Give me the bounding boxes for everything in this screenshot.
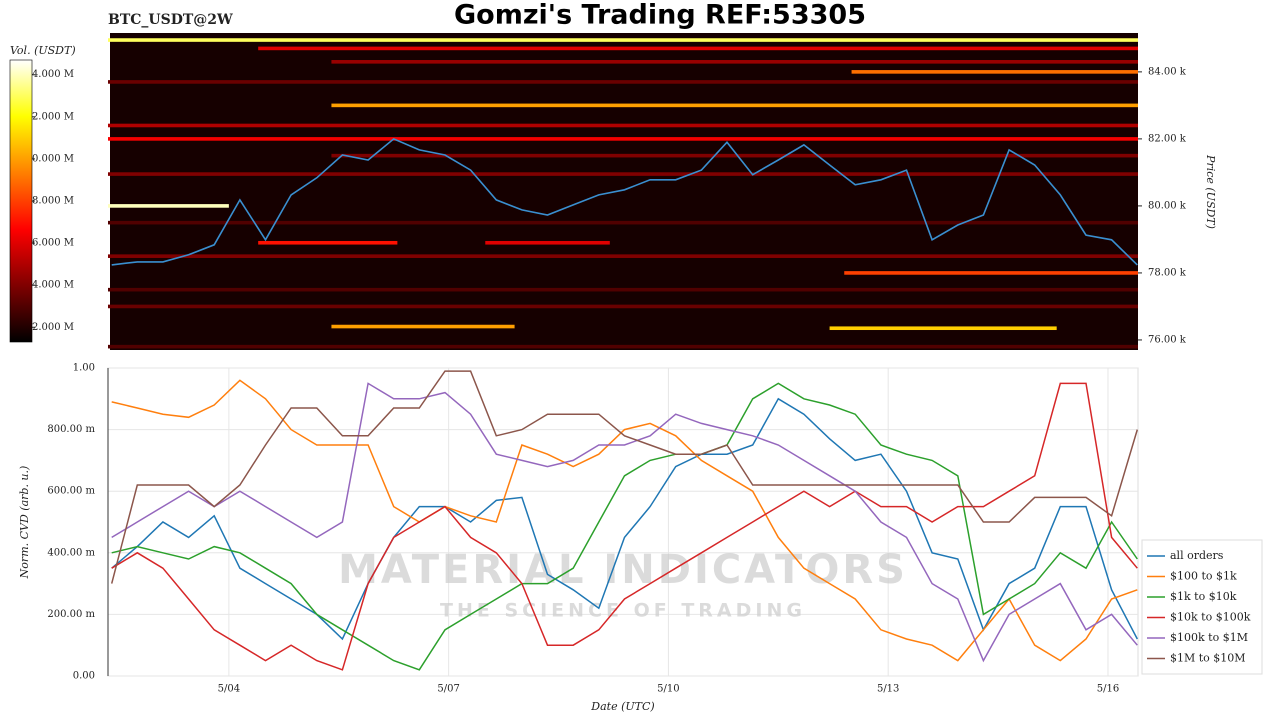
y-tick-label: 1.00 xyxy=(73,363,95,374)
volume-level xyxy=(331,60,1138,64)
volume-level xyxy=(829,326,1057,331)
volume-level xyxy=(108,220,1138,225)
colorbar-tick-label: 12.000 M xyxy=(26,111,74,122)
volume-level xyxy=(844,271,1138,275)
legend-label: $100 to $1k xyxy=(1170,570,1237,583)
x-tick-label: 5/04 xyxy=(218,684,240,695)
volume-level xyxy=(108,304,1138,309)
instrument-label: BTC_USDT@2W xyxy=(108,12,233,28)
volume-level xyxy=(108,38,1138,42)
x-tick-label: 5/16 xyxy=(1097,684,1119,695)
y-tick-label: 200.00 m xyxy=(47,609,95,620)
x-axis-label: Date (UTC) xyxy=(590,700,654,713)
volume-level xyxy=(108,123,1138,128)
line xyxy=(111,382,1138,671)
volume-level xyxy=(258,46,1138,51)
y-tick-label: 78.00 k xyxy=(1148,267,1187,278)
volume-level xyxy=(258,240,398,245)
line xyxy=(111,137,1138,266)
legend-label: $10k to $100k xyxy=(1170,611,1251,624)
volume-level xyxy=(108,137,1138,141)
volume-level xyxy=(331,153,1138,158)
watermark-title: MATERIAL INDICATORS xyxy=(338,547,908,593)
legend-label: $1k to $10k xyxy=(1170,590,1237,603)
y-tick-label: 800.00 m xyxy=(47,424,95,435)
volume-level xyxy=(331,324,515,329)
colorbar-tick-label: 4.000 M xyxy=(32,280,74,291)
colorbar-tick-label: 6.000 M xyxy=(32,238,74,249)
colorbar-label: Vol. (USDT) xyxy=(10,44,76,57)
legend-label: $1M to $10M xyxy=(1170,652,1246,665)
volume-level xyxy=(108,287,1138,292)
volume-level xyxy=(108,344,1138,349)
legend-label: all orders xyxy=(1170,549,1224,562)
y-tick-label: 600.00 m xyxy=(47,486,95,497)
y-tick-label: 80.00 k xyxy=(1148,200,1187,211)
volume-level xyxy=(108,80,1138,84)
line xyxy=(110,370,1139,584)
colorbar-tick-label: 8.000 M xyxy=(32,196,74,207)
line xyxy=(111,382,1138,663)
y-tick-label: 82.00 k xyxy=(1148,133,1187,144)
y-tick-label: 400.00 m xyxy=(47,547,95,558)
volume-level xyxy=(331,103,1138,108)
chart-title: Gomzi's Trading REF:53305 xyxy=(454,0,866,31)
x-tick-label: 5/10 xyxy=(657,684,679,695)
heatmap-background xyxy=(110,33,1138,350)
y-axis-label: Norm. CVD (arb. u.) xyxy=(18,466,31,580)
volume-level xyxy=(851,70,1138,74)
x-tick-label: 5/13 xyxy=(877,684,899,695)
y-tick-label: 84.00 k xyxy=(1148,66,1187,77)
colorbar-tick-label: 10.000 M xyxy=(26,153,74,164)
line xyxy=(111,382,1138,671)
colorbar-tick-label: 14.000 M xyxy=(26,69,74,80)
y-tick-label: 0.00 xyxy=(73,671,95,682)
y-axis-label: Price (USDT) xyxy=(1204,154,1217,229)
colorbar xyxy=(9,59,33,343)
watermark-subtitle: THE SCIENCE OF TRADING xyxy=(440,600,806,622)
volume-level xyxy=(108,254,1138,258)
volume-level xyxy=(108,204,229,208)
x-tick-label: 5/07 xyxy=(437,684,459,695)
y-tick-label: 76.00 k xyxy=(1148,334,1187,345)
volume-level xyxy=(485,240,610,245)
legend-box xyxy=(1141,539,1263,675)
volume-level xyxy=(108,172,1138,176)
line xyxy=(111,397,1138,641)
colorbar-tick-label: 2.000 M xyxy=(32,322,74,333)
legend-label: $100k to $1M xyxy=(1170,631,1248,644)
